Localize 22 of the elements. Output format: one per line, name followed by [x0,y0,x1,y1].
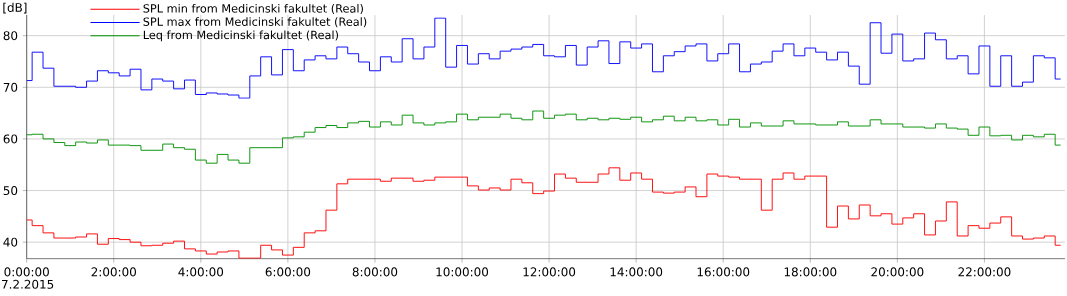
x-tick-label: 10:00:00 [436,267,489,277]
x-tick-label: 6:00:00 [265,267,311,277]
legend-label: SPL max from Medicinski fakultet (Real) [143,17,367,28]
legend-label: Leq from Medicinski fakultet (Real) [143,30,339,42]
y-tick-label: 80 [3,31,18,41]
y-axis-title: [dB] [3,2,27,14]
x-tick-label: 14:00:00 [610,267,663,277]
legend-label: SPL min from Medicinski fakultet (Real) [143,3,363,15]
x-tick-label: 18:00:00 [784,267,837,277]
x-tick-label: 16:00:00 [697,267,750,277]
y-tick-label: 50 [3,186,18,196]
x-tick-label: 0:00:00 [4,267,49,277]
y-tick-label: 70 [3,82,18,92]
x-tick-label: 22:00:00 [958,267,1011,277]
x-tick-label: 8:00:00 [352,267,398,277]
y-tick-label: 60 [3,134,18,144]
text: 7.2.2015 [2,279,54,289]
x-tick-label: 4:00:00 [178,267,224,277]
x-tick-label: 20:00:00 [871,267,924,277]
x-tick-label: 2:00:00 [91,267,136,277]
y-tick-label: 40 [3,237,18,247]
x-tick-label: 12:00:00 [523,267,576,277]
